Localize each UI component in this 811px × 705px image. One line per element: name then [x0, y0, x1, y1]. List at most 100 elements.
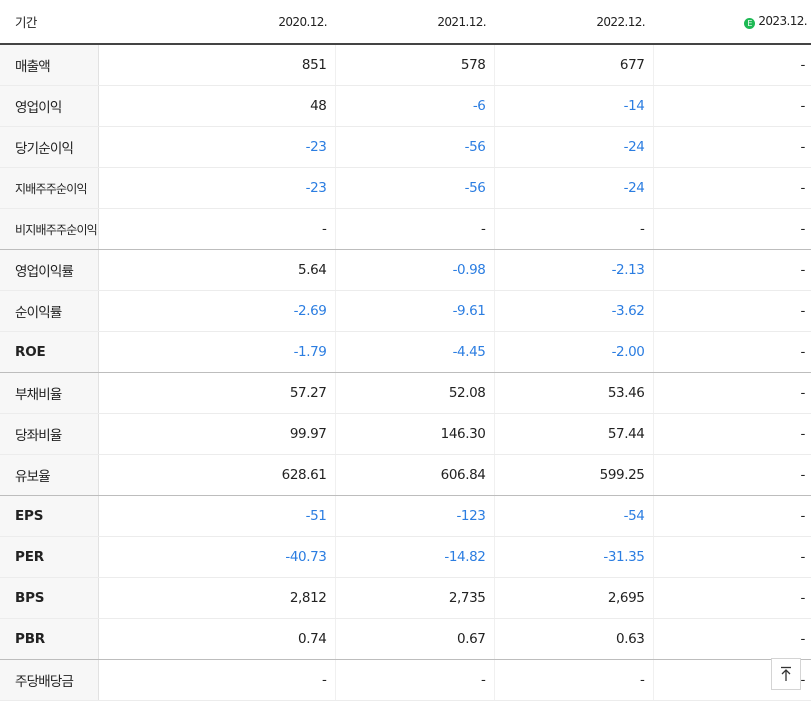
cell-value: 0.74 — [97, 618, 335, 660]
cell-estimate: - — [652, 413, 811, 455]
year-header: 2022.12. — [494, 0, 653, 45]
cell-value: 5.64 — [97, 249, 335, 291]
table-row: BPS 2,812 2,735 2,695- — [0, 577, 811, 619]
row-label: 주당배당금 — [0, 659, 99, 701]
cell-value: -40.73 — [97, 536, 335, 578]
cell-value: -1.79 — [97, 331, 335, 373]
table-row: ROE -1.79 -4.45 -2.00- — [0, 331, 811, 373]
cell-value: -23 — [97, 126, 335, 168]
cell-value: 146.30 — [334, 413, 494, 455]
row-label: 순이익률 — [0, 290, 99, 332]
cell-value: -3.62 — [493, 290, 653, 332]
period-header: 기간 — [0, 0, 98, 45]
table-row: 영업이익 48 -6 -14- — [0, 85, 811, 127]
table-row: PER -40.73 -14.82 -31.35- — [0, 536, 811, 578]
table-row: 비지배주주순이익 - - - - — [0, 208, 811, 250]
cell-value: 628.61 — [97, 454, 335, 496]
table-row: 부채비율 57.27 52.08 53.46- — [0, 372, 811, 414]
cell-value: 57.44 — [493, 413, 653, 455]
row-label: 당좌비율 — [0, 413, 99, 455]
cell-value: 2,695 — [493, 577, 653, 619]
row-label: 비지배주주순이익 — [0, 208, 99, 250]
table-row: 지배주주순이익 -23 -56 -24- — [0, 167, 811, 209]
scroll-to-top-button[interactable] — [771, 658, 801, 690]
row-label: 부채비율 — [0, 372, 99, 414]
cell-value: -14 — [493, 85, 653, 127]
cell-value: - — [97, 208, 335, 250]
cell-value: -2.13 — [493, 249, 653, 291]
cell-value: - — [97, 659, 335, 701]
table-row: PBR 0.74 0.67 0.63- — [0, 618, 811, 660]
cell-value: 2,812 — [97, 577, 335, 619]
cell-value: -24 — [493, 167, 653, 209]
cell-estimate: - — [652, 577, 811, 619]
cell-value: -14.82 — [334, 536, 494, 578]
table-row: 주당배당금 - - - - — [0, 659, 811, 701]
cell-value: - — [493, 208, 653, 250]
row-label: 매출액 — [0, 44, 99, 86]
row-label: ROE — [0, 331, 99, 373]
estimate-year-header: E 2023.12. — [653, 0, 811, 45]
row-label: 영업이익률 — [0, 249, 99, 291]
cell-value: 2,735 — [334, 577, 494, 619]
cell-estimate: - — [652, 495, 811, 537]
cell-value: -123 — [334, 495, 494, 537]
cell-value: 53.46 — [493, 372, 653, 414]
arrow-up-to-top-icon — [781, 666, 791, 681]
cell-value: 606.84 — [334, 454, 494, 496]
row-label: 유보율 — [0, 454, 99, 496]
cell-value: -9.61 — [334, 290, 494, 332]
cell-value: -51 — [97, 495, 335, 537]
table-row: 순이익률 -2.69 -9.61 -3.62- — [0, 290, 811, 332]
row-label: BPS — [0, 577, 99, 619]
cell-value: -6 — [334, 85, 494, 127]
year-header: 2020.12. — [98, 0, 335, 45]
cell-value: -54 — [493, 495, 653, 537]
cell-estimate: - — [652, 618, 811, 660]
cell-estimate: - — [652, 536, 811, 578]
row-label: 지배주주순이익 — [0, 167, 99, 209]
cell-value: 52.08 — [334, 372, 494, 414]
table-row: 유보율 628.61 606.84 599.25- — [0, 454, 811, 496]
table-row: EPS -51 -123 -54- — [0, 495, 811, 537]
cell-value: -56 — [334, 126, 494, 168]
table-row: 당기순이익 -23 -56 -24- — [0, 126, 811, 168]
cell-value: - — [334, 208, 494, 250]
cell-estimate: - — [652, 85, 811, 127]
cell-value: -2.00 — [493, 331, 653, 373]
cell-estimate: - — [652, 372, 811, 414]
table-row: 매출액 851 578 677- — [0, 44, 811, 86]
cell-value: - — [334, 659, 494, 701]
cell-value: 851 — [97, 44, 335, 86]
cell-value: 578 — [334, 44, 494, 86]
cell-value: -4.45 — [334, 331, 494, 373]
cell-value: 57.27 — [97, 372, 335, 414]
cell-value: 0.63 — [493, 618, 653, 660]
cell-estimate: - — [652, 331, 811, 373]
cell-estimate: - — [652, 290, 811, 332]
cell-value: -56 — [334, 167, 494, 209]
cell-estimate: - — [652, 454, 811, 496]
cell-value: 48 — [97, 85, 335, 127]
cell-value: -0.98 — [334, 249, 494, 291]
cell-estimate: - — [652, 208, 811, 250]
row-label: 영업이익 — [0, 85, 99, 127]
row-label: EPS — [0, 495, 99, 537]
cell-value: 677 — [493, 44, 653, 86]
cell-estimate: - — [652, 249, 811, 291]
header-row: 기간 2020.12. 2021.12. 2022.12. E 2023.12. — [0, 0, 811, 45]
cell-value: -24 — [493, 126, 653, 168]
row-label: PER — [0, 536, 99, 578]
row-label: PBR — [0, 618, 99, 660]
table-row: 영업이익률 5.64 -0.98 -2.13- — [0, 249, 811, 291]
cell-value: -31.35 — [493, 536, 653, 578]
row-label: 당기순이익 — [0, 126, 99, 168]
estimate-year-label: 2023.12. — [758, 14, 807, 28]
cell-value: 599.25 — [493, 454, 653, 496]
cell-value: 99.97 — [97, 413, 335, 455]
table-row: 당좌비율 99.97 146.30 57.44- — [0, 413, 811, 455]
cell-value: - — [493, 659, 653, 701]
cell-value: 0.67 — [334, 618, 494, 660]
cell-estimate: - — [652, 44, 811, 86]
